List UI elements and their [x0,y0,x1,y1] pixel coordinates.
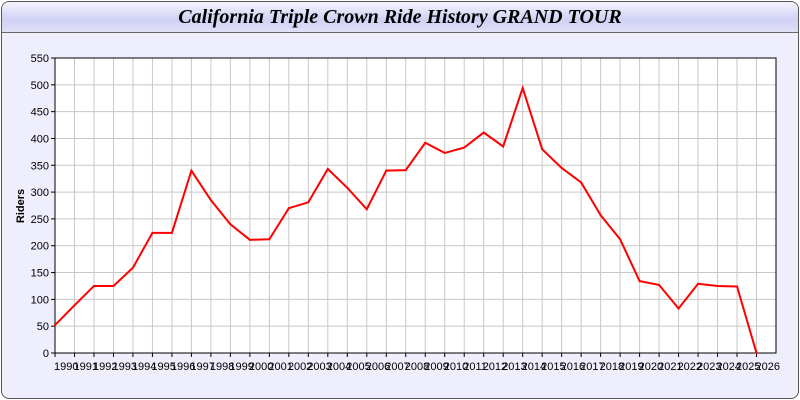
x-tick-label: 1995 [151,361,175,373]
x-tick-label: 1999 [229,361,253,373]
data-point [404,169,407,172]
y-tick-label: 0 [43,348,49,360]
data-point [521,87,524,90]
grid [54,57,776,354]
data-point [697,282,700,285]
y-tick-label: 300 [31,187,49,199]
x-tick-label: 2000 [249,361,273,373]
data-point [112,284,115,287]
data-point [346,186,349,189]
x-tick-label: 2007 [385,361,409,373]
y-tick-label: 450 [31,107,49,119]
x-tick-label: 2002 [288,361,312,373]
y-tick-label: 100 [31,294,49,306]
x-tick-label: 2003 [307,361,331,373]
data-point [365,208,368,211]
x-tick-label: 2013 [502,361,526,373]
data-point [287,207,290,210]
x-tick-label: 2001 [268,361,292,373]
data-point [385,169,388,172]
title-bar: California Triple Crown Ride History GRA… [2,2,798,33]
y-tick-label: 350 [31,160,49,172]
x-tick-label: 2008 [405,361,429,373]
data-point [580,181,583,184]
x-tick-label: 2018 [600,361,624,373]
x-tick-label: 2023 [697,361,721,373]
data-point [502,145,505,148]
x-tick-label: 1998 [210,361,234,373]
x-tick-label: 2022 [678,361,702,373]
data-point [229,223,232,226]
x-tick-label: 2015 [541,361,565,373]
x-tick-label: 2004 [327,361,351,373]
x-tick-label: 1993 [112,361,136,373]
data-point [424,141,427,144]
data-point [560,166,563,169]
x-tick-label: 2021 [658,361,682,373]
data-point [736,285,739,288]
data-point [326,168,329,171]
series [54,84,758,354]
plot-area [54,57,777,354]
y-axis-label: Riders [15,189,27,223]
y-tick-label: 500 [31,80,49,92]
data-point [443,151,446,154]
data-point [658,283,661,286]
x-tick-label: 1991 [73,361,97,373]
data-point [209,199,212,202]
data-point [170,231,173,234]
x-tick-label: 2019 [619,361,643,373]
data-point [268,238,271,241]
data-point [54,324,56,327]
y-axis: 0 50 100 150 200 250 300 350 400 450 500 550 [31,53,55,360]
x-tick-label: 1990 [54,361,78,373]
x-tick-label: 1992 [93,361,117,373]
data-point [541,148,544,151]
x-axis: 1990199119921993199419951996199719981999… [54,353,780,373]
x-tick-label: 2017 [580,361,604,373]
x-tick-label: 2006 [366,361,390,373]
data-point [619,238,622,241]
y-tick-label: 200 [31,241,49,253]
data-point [482,131,485,134]
x-tick-label: 2009 [424,361,448,373]
data-point [638,280,641,283]
x-tick-label: 2005 [346,361,370,373]
data-point [463,146,466,149]
x-tick-label: 1997 [190,361,214,373]
data-point [190,169,193,172]
data-point [151,231,154,234]
data-point [73,304,76,307]
data-point [599,214,602,217]
data-point [307,201,310,204]
data-point [677,307,680,310]
y-tick-label: 150 [31,268,49,280]
x-tick-label: 2020 [639,361,663,373]
x-tick-label: 2024 [717,361,741,373]
data-point [716,284,719,287]
y-tick-label: 400 [31,133,49,145]
chart-title: California Triple Crown Ride History GRA… [178,6,622,28]
y-tick-label: 550 [31,53,49,65]
y-tick-label: 250 [31,214,49,226]
x-tick-label: 2014 [522,361,546,373]
data-point [92,284,95,287]
data-point [755,352,758,354]
y-tick-label: 50 [37,321,49,333]
x-tick-label: 2012 [483,361,507,373]
data-point [248,238,251,241]
x-tick-label: 1994 [132,361,156,373]
x-tick-label: 2026 [756,361,780,373]
x-tick-label: 2010 [444,361,468,373]
x-tick-label: 2011 [463,361,487,373]
x-tick-label: 2025 [736,361,760,373]
data-point [131,266,134,269]
x-tick-label: 2016 [561,361,585,373]
x-tick-label: 1996 [171,361,195,373]
